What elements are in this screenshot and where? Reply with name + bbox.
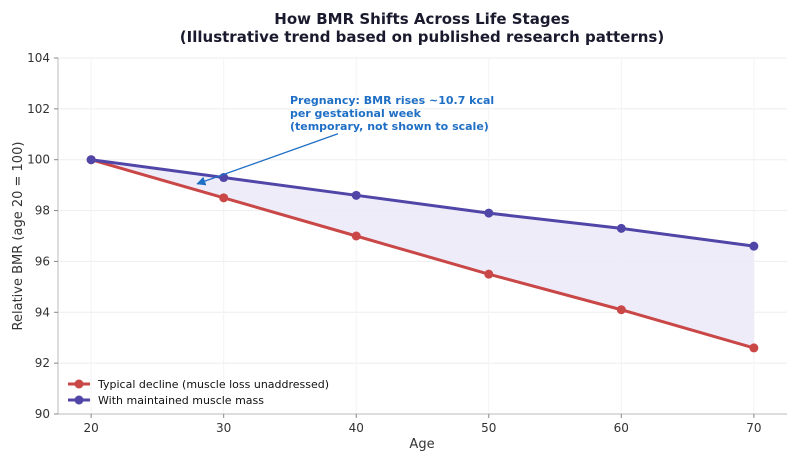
legend-swatch-marker xyxy=(74,395,84,405)
data-point-0 xyxy=(616,305,626,315)
x-tick-label: 60 xyxy=(614,421,629,435)
y-tick-label: 100 xyxy=(27,153,50,167)
annotation-text-line: (temporary, not shown to scale) xyxy=(290,120,489,133)
data-point-0 xyxy=(219,193,229,203)
x-tick-label: 40 xyxy=(349,421,364,435)
y-tick-label: 102 xyxy=(27,102,50,116)
data-point-0 xyxy=(351,231,361,241)
x-tick-label: 70 xyxy=(746,421,761,435)
chart-subtitle: (Illustrative trend based on published r… xyxy=(180,28,664,46)
y-tick-label: 96 xyxy=(35,254,50,268)
x-axis-ticks: 20 30 40 50 60 70 xyxy=(83,414,762,435)
data-point-1 xyxy=(484,208,494,218)
x-tick-label: 30 xyxy=(216,421,231,435)
x-tick-label: 20 xyxy=(83,421,98,435)
legend: Typical decline (muscle loss unaddressed… xyxy=(68,378,329,407)
data-point-1 xyxy=(749,241,759,251)
annotation-text-line: Pregnancy: BMR rises ~10.7 kcal xyxy=(290,94,494,107)
x-tick-label: 50 xyxy=(481,421,496,435)
data-point-0 xyxy=(749,343,759,353)
x-axis-label: Age xyxy=(409,437,434,452)
axes xyxy=(57,58,787,415)
annotation-text-line: per gestational week xyxy=(290,107,422,120)
data-point-1 xyxy=(351,190,361,200)
data-point-0 xyxy=(484,269,494,279)
annotation-arrow xyxy=(196,133,339,186)
series-lines xyxy=(90,158,755,350)
y-tick-label: 104 xyxy=(27,51,50,65)
series-line-0 xyxy=(90,158,755,350)
y-tick-label: 94 xyxy=(35,305,50,319)
legend-swatch-marker xyxy=(74,379,84,389)
y-tick-label: 98 xyxy=(35,204,50,218)
chart-title: How BMR Shifts Across Life Stages xyxy=(274,10,569,28)
y-tick-label: 90 xyxy=(35,407,50,421)
y-axis-ticks: 90 92 94 96 98 100 102 104 xyxy=(27,51,58,421)
series-line-1 xyxy=(90,158,755,248)
legend-label: With maintained muscle mass xyxy=(98,394,264,407)
data-point-1 xyxy=(86,155,96,165)
data-point-1 xyxy=(616,223,626,233)
y-axis-label: Relative BMR (age 20 = 100) xyxy=(11,142,26,331)
y-tick-label: 92 xyxy=(35,356,50,370)
legend-label: Typical decline (muscle loss unaddressed… xyxy=(97,378,329,391)
